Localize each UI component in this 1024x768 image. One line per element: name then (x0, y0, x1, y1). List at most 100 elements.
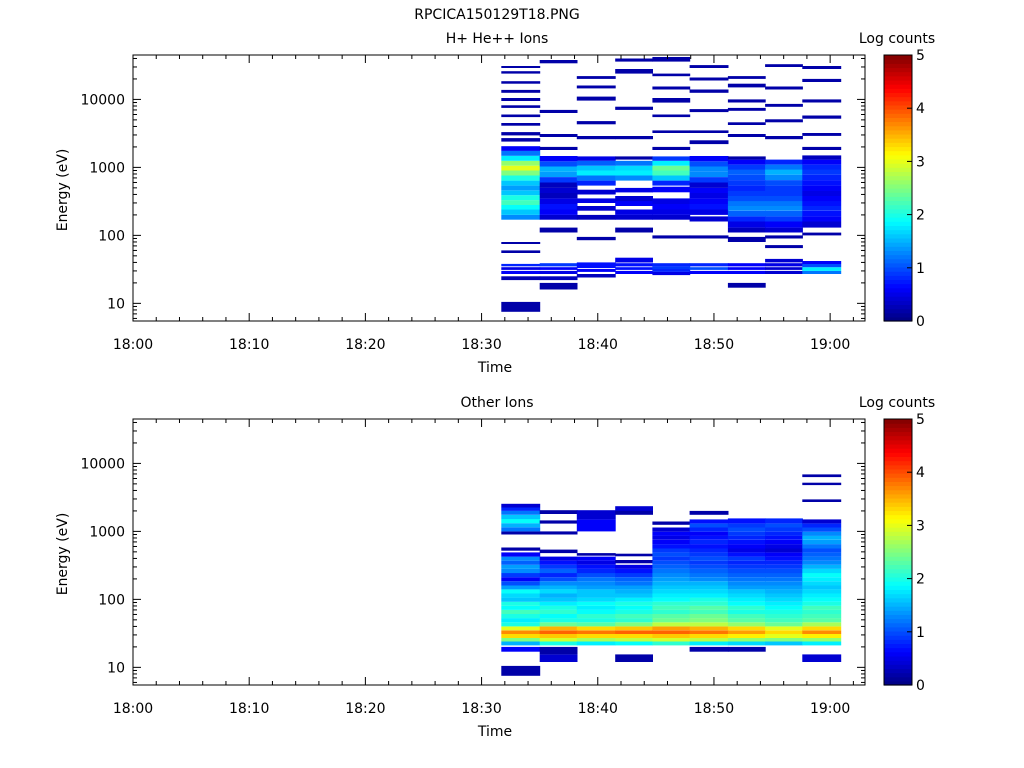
heatmap-cell (689, 527, 729, 532)
heatmap-cell (727, 216, 766, 222)
heatmap-cell (501, 105, 541, 108)
heatmap-cell (576, 626, 616, 631)
heatmap-cell (727, 556, 766, 561)
heatmap-cell (576, 265, 616, 269)
heatmap-cell (689, 203, 729, 210)
heatmap-cell (765, 159, 803, 165)
colorbar-swatch (884, 92, 912, 98)
heatmap-cell (802, 66, 842, 69)
heatmap-cell (501, 507, 541, 511)
heatmap-cell (652, 263, 691, 267)
heatmap-cell (501, 593, 541, 598)
heatmap-cell (501, 89, 541, 93)
heatmap-cell (652, 609, 691, 614)
heatmap-cell (539, 177, 578, 183)
heatmap-cell (765, 270, 803, 274)
heatmap-cell (689, 130, 729, 133)
heatmap-cell (689, 560, 729, 565)
heatmap-cell (727, 622, 766, 627)
heatmap-cell (501, 205, 541, 210)
heatmap-cell (802, 593, 842, 598)
heatmap-cell (539, 531, 578, 535)
heatmap-cell (727, 99, 766, 103)
colorbar-swatch (884, 622, 912, 628)
heatmap-cell (576, 577, 616, 582)
colorbar-swatch (884, 142, 912, 148)
heatmap-cell (539, 510, 578, 514)
colorbar-swatch (884, 568, 912, 574)
heatmap-cell (652, 577, 691, 582)
heatmap-cell (501, 585, 541, 590)
heatmap-cell (539, 156, 578, 162)
panel-title: H+ He++ Ions (446, 31, 549, 47)
heatmap-cell (539, 593, 578, 598)
heatmap-cell (501, 114, 541, 118)
colorbar-tick-label: 0 (916, 678, 925, 694)
heatmap-cell (765, 136, 803, 140)
colorbar-swatch (884, 175, 912, 181)
heatmap-cell (576, 175, 616, 181)
heatmap-cell (576, 519, 616, 532)
heatmap-cell (765, 577, 803, 582)
heatmap-cell (802, 581, 842, 586)
heatmap-cell (576, 180, 616, 186)
heatmap-cell (802, 609, 842, 614)
heatmap-cell (765, 633, 803, 638)
heatmap-cell (689, 585, 729, 590)
heatmap-cell (765, 164, 803, 170)
colorbar-swatch (884, 171, 912, 177)
heatmap-cell (689, 235, 729, 239)
heatmap-cell (689, 564, 729, 569)
heatmap-cell (765, 258, 803, 263)
heatmap-cell (689, 581, 729, 586)
heatmap-cell (501, 527, 541, 532)
colorbar-swatch (884, 287, 912, 293)
colorbar-tick-label: 1 (916, 261, 925, 277)
heatmap-cell (615, 633, 653, 638)
heatmap-cell (539, 597, 578, 602)
colorbar-tick-label: 1 (916, 625, 925, 641)
heatmap-cell (802, 564, 842, 569)
panel-title: Other Ions (460, 395, 533, 411)
heatmap-cell (802, 539, 842, 545)
colorbar-label: Log counts (859, 31, 935, 47)
heatmap-cell (539, 560, 578, 565)
heatmap-cell (652, 98, 691, 103)
heatmap-cells (501, 474, 842, 676)
x-axis-label: Time (477, 724, 512, 740)
colorbar-label: Log counts (859, 395, 935, 411)
x-tick-label: 18:50 (694, 701, 734, 717)
heatmap-cell (727, 577, 766, 582)
heatmap-cell (615, 214, 653, 220)
heatmap-cell (576, 573, 616, 578)
y-tick-label: 100 (98, 228, 125, 244)
colorbar-swatch (884, 593, 912, 599)
heatmap-cell (576, 510, 616, 520)
heatmap-cell (539, 556, 578, 561)
heatmap-cell (501, 132, 541, 136)
colorbar: 0 1 2 3 4 5 (883, 412, 925, 694)
heatmap-cell (576, 96, 616, 101)
heatmap-cell (689, 166, 729, 172)
heatmap-cell (802, 191, 842, 196)
heatmap-cell (765, 539, 803, 545)
y-tick-label: 10 (107, 660, 125, 676)
heatmap-cell (652, 214, 691, 220)
colorbar-swatch (884, 200, 912, 206)
heatmap-cell (689, 614, 729, 619)
heatmap-cell (501, 66, 541, 68)
heatmap-cell (652, 539, 691, 545)
heatmap-cell (652, 552, 691, 557)
heatmap-cell (802, 261, 842, 264)
heatmap-cell (539, 227, 578, 233)
colorbar-swatch (884, 639, 912, 645)
colorbar-swatch (884, 493, 912, 499)
heatmap-cell (802, 618, 842, 623)
colorbar-swatch (884, 296, 912, 301)
heatmap-cell (802, 185, 842, 191)
colorbar-swatch (884, 506, 912, 512)
heatmap-cell (501, 123, 541, 126)
heatmap-cell (689, 156, 729, 162)
heatmap-cell (501, 155, 541, 161)
colorbar-swatch (884, 572, 912, 578)
